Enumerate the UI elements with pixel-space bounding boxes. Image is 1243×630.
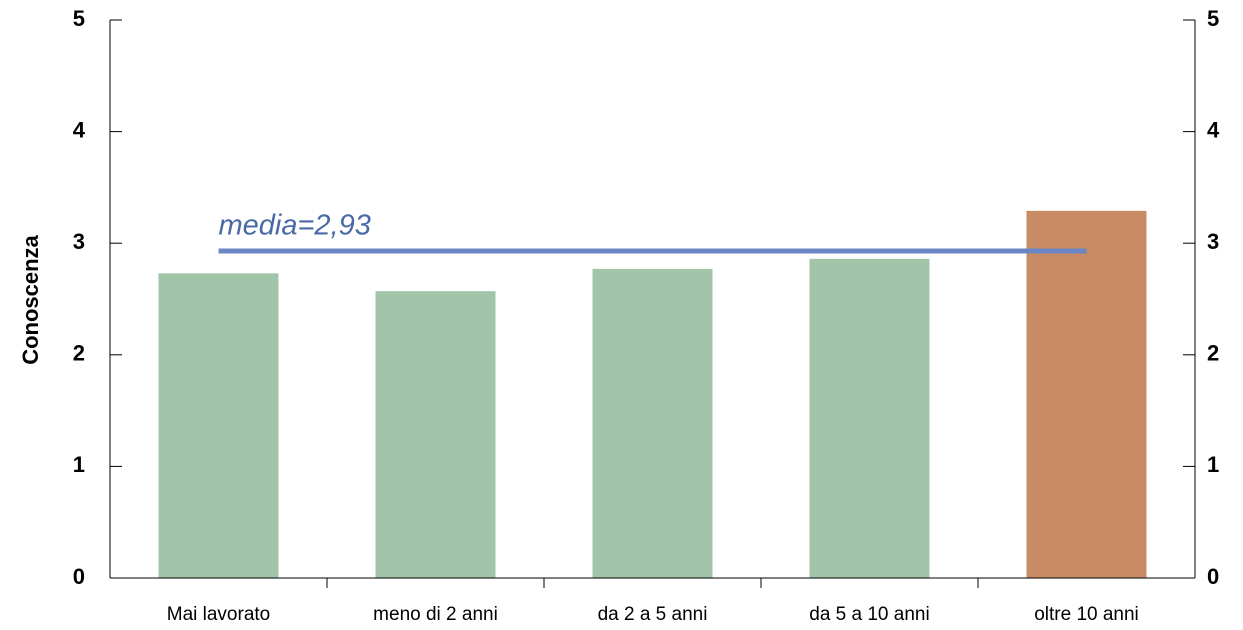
y-tick-label: 3: [73, 229, 85, 254]
bar: [809, 258, 930, 578]
y-tick-label: 2: [73, 341, 85, 366]
y-tick-label: 4: [73, 117, 86, 142]
y-tick-label: 5: [73, 6, 85, 31]
y2-tick-label: 4: [1207, 117, 1220, 142]
y-axis-label: Conoscenza: [18, 234, 43, 364]
y2-tick-label: 3: [1207, 229, 1219, 254]
x-tick-label: da 5 a 10 anni: [809, 604, 929, 625]
bar: [1026, 210, 1147, 578]
bar: [158, 273, 279, 578]
y-tick-label: 0: [73, 564, 85, 589]
y2-tick-label: 2: [1207, 341, 1219, 366]
y-tick-label: 1: [73, 452, 85, 477]
y2-tick-label: 1: [1207, 452, 1219, 477]
bar: [375, 291, 496, 578]
x-tick-label: oltre 10 anni: [1034, 604, 1139, 625]
x-tick-label: Mai lavorato: [167, 604, 271, 625]
y2-tick-label: 0: [1207, 564, 1219, 589]
mean-label: media=2,93: [219, 210, 371, 242]
x-tick-label: meno di 2 anni: [373, 604, 498, 625]
x-tick-label: da 2 a 5 anni: [598, 604, 708, 625]
y2-tick-label: 5: [1207, 6, 1219, 31]
bar: [592, 268, 713, 578]
